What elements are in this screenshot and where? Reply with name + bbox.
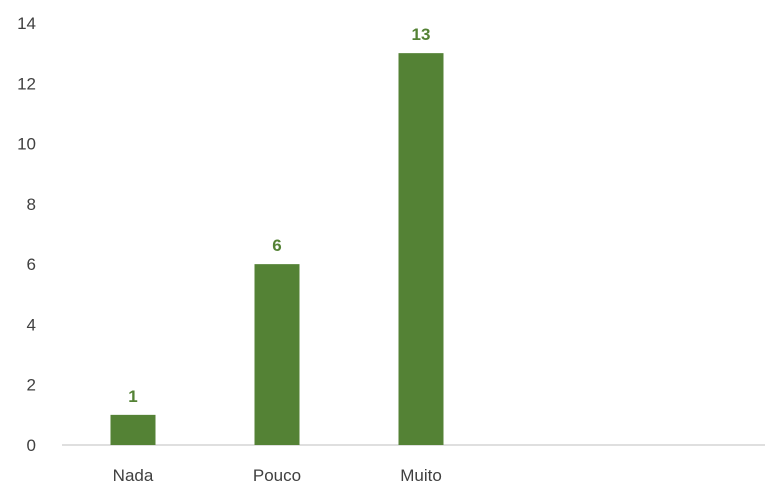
y-tick-label: 14 [17,14,36,33]
y-tick-label: 2 [27,376,36,395]
bar-pouco [254,264,300,445]
y-tick-label: 6 [27,255,36,274]
category-label-nada: Nada [113,466,154,485]
y-tick-label: 8 [27,195,36,214]
y-tick-label: 0 [27,436,36,455]
y-tick-label: 4 [27,315,36,334]
data-label-nada: 1 [128,387,137,406]
bars-group [110,53,444,446]
y-tick-label: 10 [17,135,36,154]
category-label-muito: Muito [400,466,442,485]
data-label-pouco: 6 [272,236,281,255]
x-axis-category-labels: Nada Pouco Muito [113,466,442,485]
y-tick-label: 12 [17,74,36,93]
bar-muito [398,53,444,446]
data-label-muito: 13 [412,25,431,44]
category-label-pouco: Pouco [253,466,301,485]
bar-nada [110,414,156,445]
y-axis-ticks: 0 2 4 6 8 10 12 14 [17,14,36,455]
